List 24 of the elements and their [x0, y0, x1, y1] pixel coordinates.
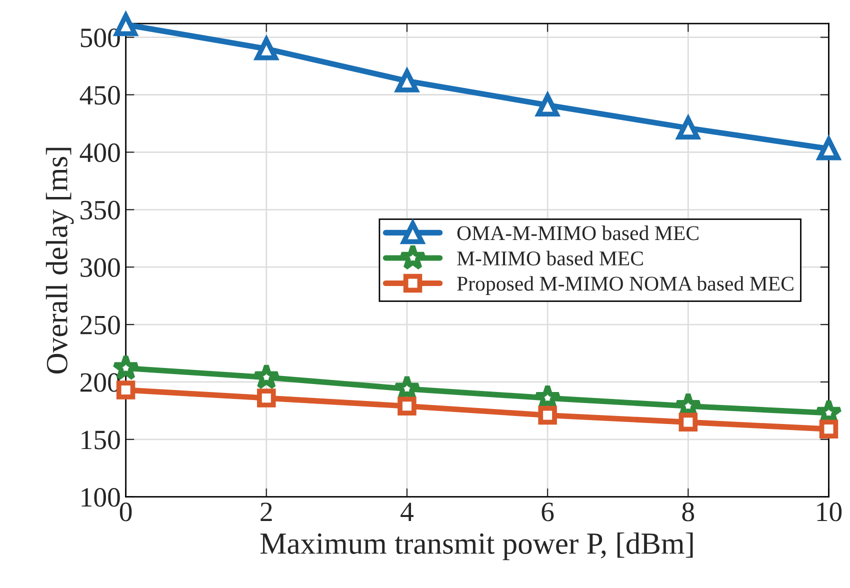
y-tick-label: 400 — [80, 143, 120, 162]
x-tick-label: 8 — [682, 502, 694, 522]
y-tick-label: 450 — [80, 86, 120, 105]
y-tick-label: 100 — [82, 488, 120, 507]
x-tick-label: 10 — [817, 502, 842, 522]
y-tick-label: 150 — [82, 430, 120, 450]
point — [538, 406, 557, 425]
x-tick-label: 4 — [400, 502, 414, 521]
x-tick-label: 2 — [260, 502, 272, 521]
legend-label: OMA-M-MIMO based MEC — [457, 226, 698, 240]
point — [819, 420, 838, 438]
point — [398, 396, 416, 416]
point — [252, 363, 280, 390]
y-tick-label: 300 — [80, 258, 120, 277]
point — [257, 388, 276, 408]
legend-label: Proposed M-MIMO NOMA based MEC — [457, 276, 794, 295]
y-axis-title: Overall delay [ms] — [46, 148, 74, 374]
x-axis-title: Maximum transmit power P, [dBm] — [260, 532, 693, 560]
legend-label: M-MIMO based MEC — [457, 250, 643, 266]
point — [678, 412, 698, 432]
y-tick-label: 250 — [80, 316, 120, 334]
x-tick-label: 6 — [542, 502, 554, 522]
x-tick-label: 0 — [120, 502, 132, 522]
y-tick-label: 350 — [80, 200, 120, 220]
